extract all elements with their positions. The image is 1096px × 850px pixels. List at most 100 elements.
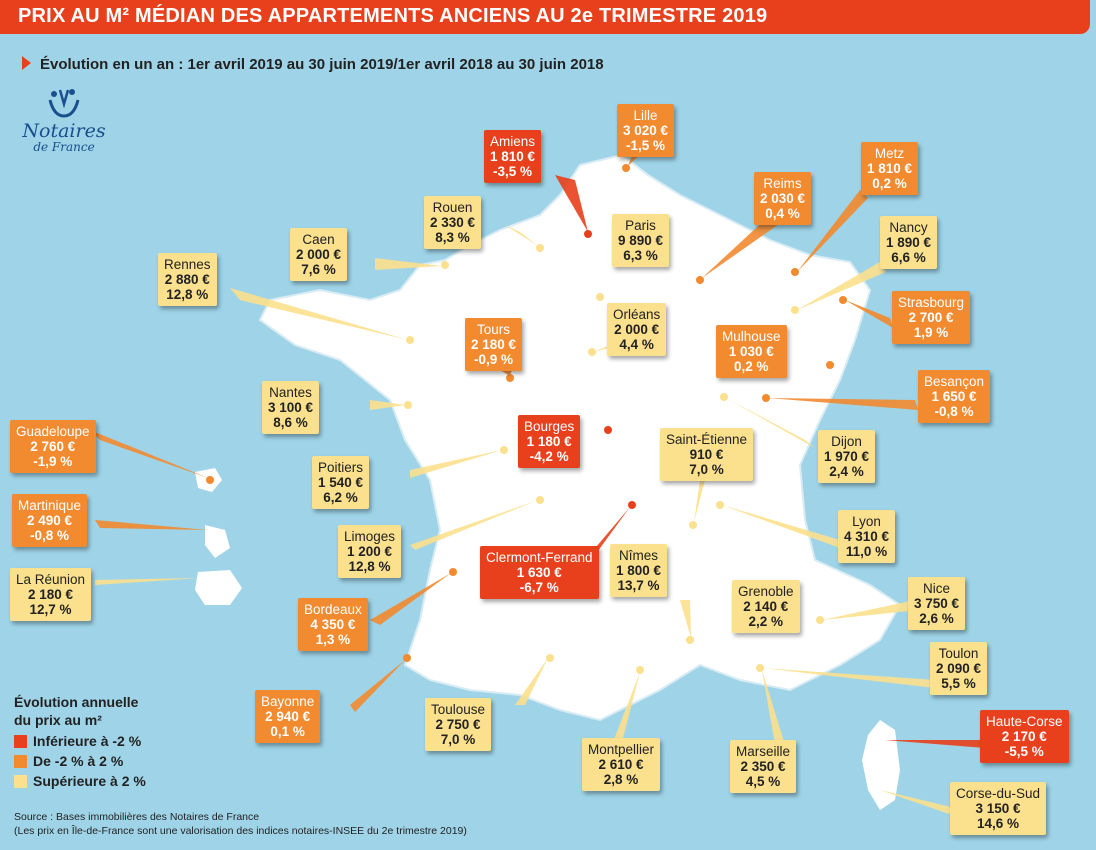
source-line1: Source : Bases immobilières des Notaires… bbox=[14, 811, 260, 823]
city-name: Martinique bbox=[18, 498, 82, 513]
city-callout: Mulhouse 1 030 €0,2 % bbox=[716, 325, 787, 378]
city-change: 2,2 % bbox=[748, 614, 784, 629]
city-callout: Marseille 2 350 €4,5 % bbox=[730, 740, 797, 793]
city-name: Caen bbox=[302, 232, 335, 247]
city-callout: Saint-Étienne 910 €7,0 % bbox=[660, 428, 754, 481]
city-name: Grenoble bbox=[738, 584, 794, 599]
city-change: 12,8 % bbox=[348, 559, 391, 574]
page-title: PRIX AU M² MÉDIAN DES APPARTEMENTS ANCIE… bbox=[18, 5, 768, 27]
city-name: Strasbourg bbox=[898, 295, 965, 310]
city-price: 2 700 € bbox=[908, 310, 954, 325]
city-name: Toulouse bbox=[431, 702, 486, 717]
city-change: 4,5 % bbox=[745, 774, 781, 789]
city-callout: Dijon 1 970 €2,4 % bbox=[818, 430, 876, 483]
city-name: Besançon bbox=[924, 374, 985, 389]
legend-swatch-orange bbox=[14, 754, 27, 768]
city-name: Nice bbox=[923, 581, 951, 596]
city-price: 2 030 € bbox=[760, 191, 806, 206]
city-price: 910 € bbox=[689, 447, 724, 462]
city-price: 2 330 € bbox=[430, 215, 476, 230]
city-price: 2 180 € bbox=[28, 587, 74, 602]
city-name: Toulon bbox=[938, 646, 979, 661]
city-price: 1 650 € bbox=[931, 389, 977, 404]
subtitle-text: Évolution en un an : 1er avril 2019 au 3… bbox=[40, 56, 604, 73]
city-price: 1 180 € bbox=[526, 434, 572, 449]
city-name: Tours bbox=[477, 322, 511, 337]
city-change: -5,5 % bbox=[1004, 744, 1044, 759]
city-callout: Rouen 2 330 €8,3 % bbox=[424, 196, 482, 249]
subtitle: Évolution en un an : 1er avril 2019 au 3… bbox=[22, 56, 604, 73]
legend-label: De -2 % à 2 % bbox=[33, 753, 124, 769]
city-change: -0,9 % bbox=[474, 352, 514, 367]
city-name: Bayonne bbox=[261, 694, 315, 709]
source-note: Source : Bases immobilières des Notaires… bbox=[14, 810, 467, 838]
city-callout: Besançon 1 650 € -0,8 % bbox=[918, 370, 991, 423]
city-price: 1 800 € bbox=[616, 563, 662, 578]
city-change: -1,5 % bbox=[626, 138, 666, 153]
city-name: Nancy bbox=[889, 220, 928, 235]
city-change: 1,9 % bbox=[913, 325, 949, 340]
city-callout: La Réunion 2 180 €12,7 % bbox=[10, 568, 92, 621]
city-change: 6,6 % bbox=[891, 250, 926, 265]
city-change: 0,4 % bbox=[765, 206, 800, 221]
city-name: Haute-Corse bbox=[986, 714, 1063, 729]
city-callout: Nîmes 1 800 €13,7 % bbox=[610, 544, 668, 597]
city-callout: Grenoble 2 140 €2,2 % bbox=[732, 580, 800, 633]
city-callout: Bayonne 2 940 €0,1 % bbox=[255, 690, 321, 743]
city-change: 2,6 % bbox=[919, 611, 954, 626]
city-change: 7,0 % bbox=[440, 732, 476, 747]
title-banner: PRIX AU M² MÉDIAN DES APPARTEMENTS ANCIE… bbox=[0, 0, 1090, 34]
city-callout: Bourges 1 180 € -4,2 % bbox=[518, 415, 581, 468]
city-name: Amiens bbox=[490, 134, 536, 149]
city-callout: Lille 3 020 € -1,5 % bbox=[617, 104, 675, 157]
city-name: Limoges bbox=[344, 529, 396, 544]
city-change: 7,0 % bbox=[689, 462, 724, 477]
city-change: 7,6 % bbox=[301, 262, 336, 277]
city-price: 3 020 € bbox=[623, 123, 669, 138]
city-change: 11,0 % bbox=[845, 544, 888, 559]
city-change: 5,5 % bbox=[941, 676, 976, 691]
legend-swatch-red bbox=[14, 734, 27, 748]
triangle-icon bbox=[22, 56, 31, 70]
city-price: 2 750 € bbox=[435, 717, 481, 732]
city-name: Nantes bbox=[269, 385, 312, 400]
city-change: -0,8 % bbox=[934, 404, 974, 419]
city-price: 4 350 € bbox=[310, 617, 356, 632]
city-price: 2 940 € bbox=[265, 709, 311, 724]
city-name: Lille bbox=[633, 108, 658, 123]
city-change: 8,3 % bbox=[435, 230, 470, 245]
city-price: 2 170 € bbox=[1001, 729, 1047, 744]
logo-figure-icon bbox=[48, 89, 80, 118]
city-price: 1 970 € bbox=[824, 449, 870, 464]
city-callout: Limoges 1 200 €12,8 % bbox=[338, 525, 402, 578]
city-price: 1 630 € bbox=[516, 565, 562, 580]
city-callout: Paris 9 890 €6,3 % bbox=[612, 214, 670, 267]
city-change: 0,2 % bbox=[872, 176, 907, 191]
logo-text-line2: de France bbox=[33, 140, 95, 154]
legend-swatch-yellow bbox=[14, 774, 27, 788]
city-name: Rouen bbox=[432, 200, 473, 215]
city-name: Montpellier bbox=[588, 742, 655, 757]
city-name: Metz bbox=[874, 146, 905, 161]
city-callout: Montpellier 2 610 €2,8 % bbox=[582, 738, 661, 791]
city-price: 1 030 € bbox=[728, 344, 774, 359]
city-callout: Martinique 2 490 € -0,8 % bbox=[12, 494, 88, 547]
city-callout: Nice 3 750 €2,6 % bbox=[908, 577, 966, 630]
city-change: 0,2 % bbox=[734, 359, 769, 374]
city-change: -0,8 % bbox=[30, 528, 70, 543]
city-price: 1 540 € bbox=[318, 475, 364, 490]
city-price: 2 140 € bbox=[743, 599, 789, 614]
city-callout: Toulouse 2 750 €7,0 % bbox=[425, 698, 492, 751]
city-price: 2 350 € bbox=[740, 759, 786, 774]
city-price: 2 490 € bbox=[26, 513, 73, 528]
city-change: -6,7 % bbox=[519, 580, 559, 595]
city-price: 2 610 € bbox=[598, 757, 644, 772]
city-change: 4,4 % bbox=[619, 337, 654, 352]
city-price: 1 810 € bbox=[867, 161, 913, 176]
city-change: 14,6 % bbox=[977, 816, 1020, 831]
legend-title-line1: Évolution annuelle bbox=[14, 694, 139, 710]
city-price: 3 750 € bbox=[914, 596, 960, 611]
reunion-shape bbox=[195, 570, 242, 605]
city-callout: Nancy 1 890 €6,6 % bbox=[880, 216, 938, 269]
city-callout: Rennes 2 880 €12,8 % bbox=[158, 253, 217, 306]
